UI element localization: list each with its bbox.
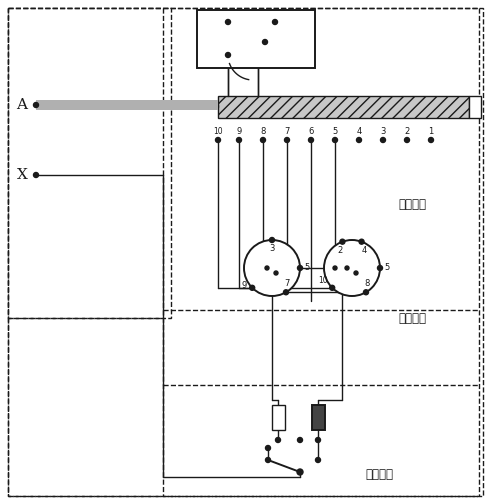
Circle shape [316,437,321,443]
Text: 5: 5 [332,127,338,136]
Circle shape [266,446,271,451]
Circle shape [345,266,349,270]
Text: 10: 10 [213,127,223,136]
Bar [312,405,325,430]
Circle shape [275,437,280,443]
Circle shape [237,138,242,143]
Circle shape [316,458,321,463]
Text: 4: 4 [362,245,367,255]
Circle shape [405,138,409,143]
Circle shape [329,285,335,290]
Circle shape [216,138,220,143]
Text: 8: 8 [364,279,370,288]
Circle shape [354,271,358,275]
Text: 7: 7 [284,279,290,288]
Circle shape [273,20,277,25]
Circle shape [33,102,38,107]
Circle shape [244,240,300,296]
Text: 4: 4 [356,127,362,136]
Circle shape [266,458,271,463]
Circle shape [261,138,266,143]
Circle shape [356,138,361,143]
Circle shape [308,138,313,143]
Circle shape [298,266,302,271]
Text: 选择电路: 选择电路 [398,311,426,325]
Text: 9: 9 [236,127,242,136]
Circle shape [250,285,255,290]
Circle shape [265,266,269,270]
Circle shape [297,469,303,475]
Circle shape [284,138,290,143]
Bar [218,96,469,118]
Text: 9: 9 [242,281,247,290]
Text: 2: 2 [338,245,343,255]
Bar [8,8,171,318]
Bar [36,100,218,110]
Bar [272,405,285,430]
Text: 1: 1 [428,127,434,136]
Circle shape [225,52,230,57]
Circle shape [225,20,230,25]
Circle shape [378,266,382,271]
Text: 7: 7 [284,127,290,136]
Text: 调压电路: 调压电路 [398,199,426,212]
Text: 8: 8 [260,127,266,136]
Circle shape [263,39,268,44]
Text: A: A [17,98,27,112]
Circle shape [359,239,364,244]
Text: 6: 6 [308,127,314,136]
Text: 3: 3 [381,127,386,136]
Text: 5: 5 [384,264,389,273]
Text: 10: 10 [319,276,328,285]
Text: 3: 3 [269,244,274,253]
Circle shape [332,138,337,143]
Bar [197,10,315,68]
Text: 2: 2 [405,127,409,136]
Circle shape [283,290,289,295]
Text: 切换电路: 切换电路 [365,469,393,481]
Circle shape [363,290,369,295]
Circle shape [274,271,278,275]
Circle shape [429,138,434,143]
Circle shape [324,240,380,296]
Bar [469,96,481,118]
Circle shape [270,237,274,242]
Circle shape [381,138,385,143]
Text: 5: 5 [304,264,309,273]
Text: X: X [17,168,27,182]
Circle shape [333,266,337,270]
Circle shape [298,437,302,443]
Circle shape [33,172,38,177]
Circle shape [340,239,345,244]
